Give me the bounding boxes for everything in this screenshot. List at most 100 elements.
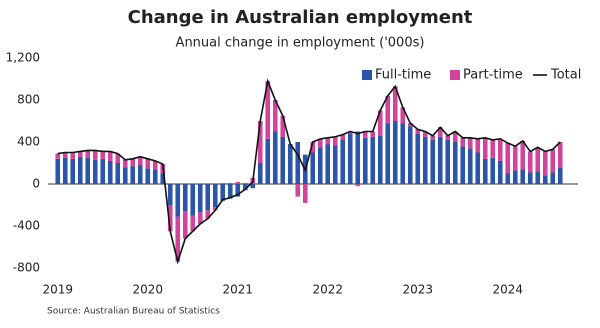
bar — [430, 139, 436, 184]
bar — [107, 151, 113, 161]
bar — [145, 168, 151, 184]
bar — [370, 131, 376, 137]
bar — [205, 210, 211, 219]
bar — [475, 138, 481, 153]
y-tick-label: -800 — [13, 261, 40, 275]
bar — [227, 184, 233, 199]
bar — [115, 153, 121, 163]
bar — [542, 175, 548, 184]
bar — [392, 86, 398, 121]
bar — [85, 157, 91, 184]
bar — [100, 158, 106, 184]
bar — [182, 211, 188, 239]
bar — [212, 184, 218, 208]
bar — [70, 158, 76, 184]
bar — [280, 115, 286, 137]
bar — [77, 156, 83, 184]
bar — [452, 131, 458, 142]
bar — [70, 152, 76, 159]
bar — [197, 184, 203, 213]
bar — [557, 167, 563, 184]
bar — [385, 95, 391, 124]
bar — [437, 136, 443, 184]
x-tick-label: 2022 — [312, 283, 343, 297]
bar — [220, 184, 226, 201]
bar — [347, 131, 353, 134]
bar — [497, 138, 503, 161]
total-line — [57, 78, 561, 265]
bar — [490, 139, 496, 158]
bar — [152, 160, 158, 170]
bar — [122, 159, 128, 168]
bar — [130, 158, 136, 167]
bar — [415, 133, 421, 184]
bar — [317, 147, 323, 184]
bar — [347, 133, 353, 184]
x-tick-label: 2023 — [402, 283, 433, 297]
bar — [317, 138, 323, 148]
legend-label: Full-time — [375, 68, 431, 83]
bar — [295, 184, 301, 197]
bar — [242, 182, 248, 184]
bar — [362, 137, 368, 184]
bar — [325, 144, 331, 184]
bar — [520, 169, 526, 184]
y-tick-label: 400 — [17, 135, 40, 149]
bar — [280, 136, 286, 184]
legend-swatch — [362, 70, 372, 80]
bar — [400, 107, 406, 124]
bar — [535, 171, 541, 184]
bar — [400, 123, 406, 184]
bar — [265, 81, 271, 139]
bar — [137, 156, 143, 166]
bar — [92, 150, 98, 160]
bar — [460, 146, 466, 184]
bar — [340, 134, 346, 140]
bar — [535, 147, 541, 172]
y-tick-label: 1,200 — [6, 51, 40, 65]
bar — [55, 153, 61, 159]
bar — [557, 142, 563, 168]
x-tick-label: 2019 — [42, 283, 73, 297]
bar — [407, 123, 413, 127]
bar — [190, 184, 196, 216]
bar — [355, 131, 361, 184]
bar — [497, 160, 503, 184]
bar — [310, 142, 316, 153]
y-tick-label: 0 — [32, 177, 40, 191]
bar — [92, 159, 98, 184]
bar — [160, 173, 166, 184]
bar — [512, 170, 518, 184]
bar — [272, 100, 278, 132]
bar — [152, 169, 158, 184]
source-note: Source: Australian Bureau of Statistics — [47, 307, 220, 317]
bar — [445, 135, 451, 140]
bar — [542, 151, 548, 176]
bar — [467, 137, 473, 149]
bar — [520, 140, 526, 170]
bar — [445, 139, 451, 184]
bar — [332, 136, 338, 146]
bar — [100, 151, 106, 159]
y-tick-label: 800 — [17, 93, 40, 107]
bar — [422, 136, 428, 184]
bar — [355, 184, 361, 187]
legend-swatch — [450, 70, 460, 80]
bar — [332, 145, 338, 184]
bar — [505, 173, 511, 184]
bar — [250, 184, 256, 189]
bar — [310, 152, 316, 184]
y-tick-label: -400 — [13, 219, 40, 233]
x-tick-label: 2021 — [222, 283, 253, 297]
bar — [265, 138, 271, 184]
bar — [362, 131, 368, 138]
bar — [482, 158, 488, 184]
bar — [385, 123, 391, 184]
bar — [287, 144, 293, 184]
bar — [460, 137, 466, 147]
bar — [392, 121, 398, 184]
x-tick-label: 2020 — [132, 283, 163, 297]
bar — [137, 165, 143, 184]
bar — [130, 166, 136, 184]
